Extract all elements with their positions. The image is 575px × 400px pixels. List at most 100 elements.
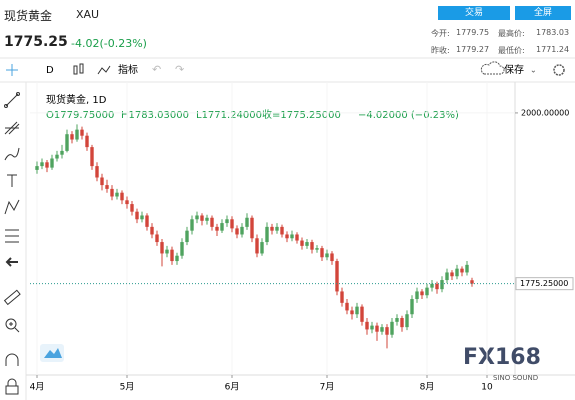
magnet-tool[interactable] [5, 353, 19, 366]
stat-label: 昨收: [431, 46, 450, 55]
last-price: 1775.25 [4, 34, 68, 50]
candle-body [85, 135, 89, 148]
candle-body [205, 217, 209, 221]
chart-type-button[interactable] [73, 63, 84, 75]
candle-body [80, 129, 84, 136]
candle-body [405, 314, 409, 328]
candle-body [330, 253, 334, 262]
candle-body [110, 188, 114, 197]
candle-body [295, 234, 299, 241]
ohlc-value: L1771.24000 [196, 110, 262, 121]
back-tool[interactable] [5, 257, 18, 267]
candle-body [385, 327, 389, 335]
brush-tool[interactable] [4, 147, 20, 161]
candle-body [270, 226, 274, 231]
candle-body [95, 166, 99, 178]
lock-tool[interactable] [5, 378, 19, 395]
line-tool[interactable] [4, 92, 20, 108]
candle-body [125, 200, 129, 205]
candle-body [445, 272, 449, 281]
interval-button[interactable]: D [46, 65, 54, 76]
candle-body [310, 242, 314, 250]
crosshair-tool[interactable] [6, 64, 18, 76]
settings-button[interactable] [553, 64, 565, 76]
candle-body [350, 310, 354, 315]
candle-body [315, 248, 319, 250]
cloud-icon[interactable] [480, 61, 505, 75]
save-button[interactable]: 保存 [504, 63, 524, 76]
candle-body [280, 226, 284, 235]
fullscreen-button[interactable]: 全屏 [515, 6, 571, 20]
candle-body [90, 147, 94, 167]
ruler-tool[interactable] [3, 289, 21, 306]
candle-body [130, 204, 134, 212]
candle-body [460, 268, 464, 273]
candle-body [360, 306, 364, 322]
candle-body [345, 302, 349, 311]
candle-body [55, 154, 59, 159]
candle-body [210, 217, 214, 227]
candle-body [435, 283, 439, 290]
indicator-button[interactable]: 指标 [118, 63, 138, 76]
candle-body [285, 234, 289, 239]
candle-body [450, 272, 454, 277]
pattern-tool[interactable] [4, 199, 20, 215]
candle-body [240, 226, 244, 235]
ohlc-value: 收=1775.25000 [262, 108, 341, 121]
candle-body [100, 177, 104, 186]
x-tick-label: 6月 [225, 382, 240, 393]
watermark: FX168 [463, 345, 541, 370]
candle-body [370, 325, 374, 330]
candle-body [115, 192, 119, 197]
legend-title: 现货黄金, 1D [46, 93, 107, 106]
candle-body [35, 166, 39, 170]
candle-body [40, 162, 44, 167]
watermark-sub: SINO SOUND [493, 374, 538, 382]
pane-icon [44, 348, 62, 358]
text-tool[interactable] [7, 174, 17, 187]
candle-body [170, 249, 174, 262]
stat-value: 1771.24 [536, 45, 570, 54]
redo-button[interactable]: ↷ [175, 63, 184, 76]
candle-body [200, 215, 204, 221]
candle-body [325, 253, 329, 258]
candle-body [195, 215, 199, 220]
zoom-tool[interactable] [5, 318, 20, 333]
stat-value: 1779.75 [456, 28, 490, 37]
candle-body [105, 185, 109, 189]
candle-body [430, 283, 434, 288]
candle-body [135, 211, 139, 220]
fib-tool[interactable] [4, 121, 20, 135]
candle-body [155, 234, 159, 243]
ohlc-value: −4.02000 (−0.23%) [358, 110, 459, 121]
candle-body [455, 268, 459, 277]
candle-body [255, 238, 259, 254]
candle-body [185, 230, 189, 243]
candle-body [145, 215, 149, 227]
candle-body [250, 217, 254, 239]
candle-body [410, 299, 414, 315]
stat-label: 最低价: [498, 46, 525, 55]
candle-body [65, 134, 69, 151]
undo-button[interactable]: ↶ [152, 63, 161, 76]
indicator-icon[interactable] [97, 65, 111, 75]
save-dropdown[interactable]: ⌄ [530, 66, 537, 75]
trade-button[interactable]: 交易 [438, 6, 510, 20]
candle-body [215, 226, 219, 231]
candle-body [400, 318, 404, 328]
x-tick-label: 10 [481, 383, 493, 393]
candle-body [470, 280, 474, 284]
candle-body [260, 242, 264, 254]
y-tick-label: 2000.00000 [521, 108, 569, 117]
candle-body [415, 291, 419, 300]
candle-body [220, 223, 224, 231]
candle-body [300, 240, 304, 246]
candle-body [340, 291, 344, 303]
ohlc-legend: O1779.75000 H1783.03000 L1771.24000 收=1775.… [46, 108, 459, 121]
prediction-tool[interactable] [5, 229, 19, 243]
candle-body [365, 321, 369, 330]
candle-body [335, 261, 339, 292]
candle-body [190, 219, 194, 231]
